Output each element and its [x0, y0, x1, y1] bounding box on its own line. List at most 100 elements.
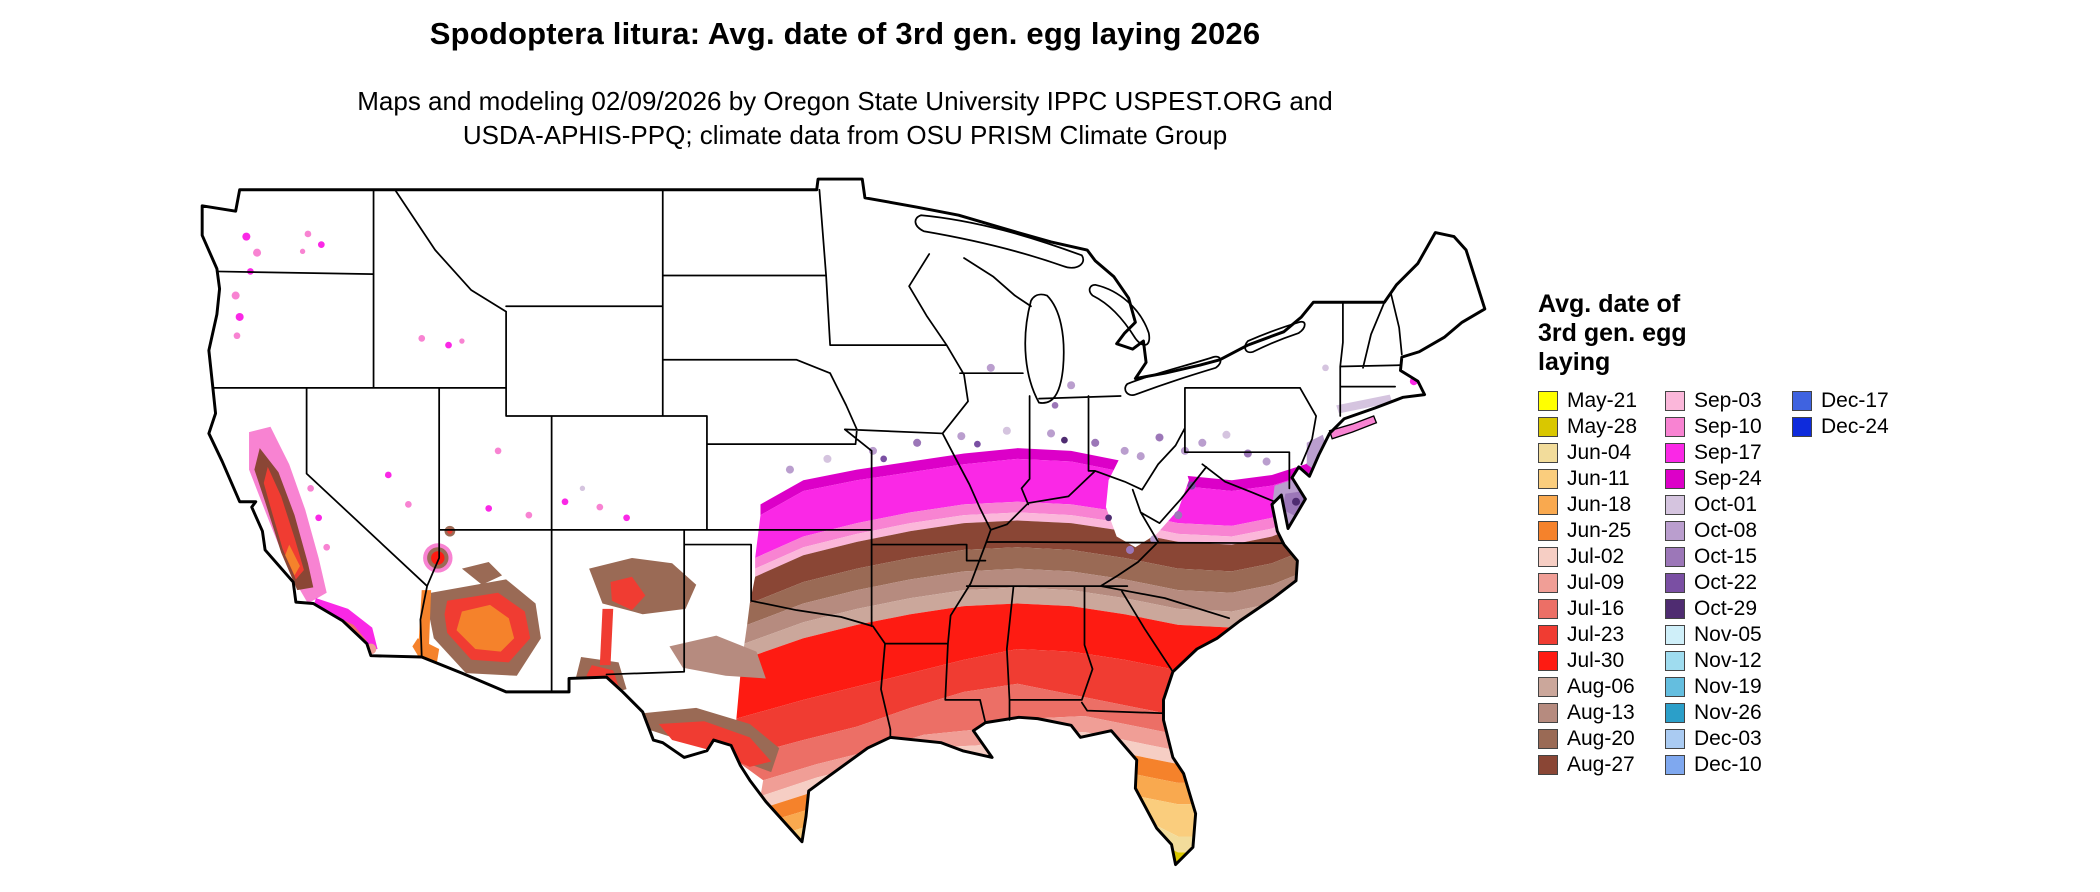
- legend-row-Nov-26: Nov-26: [1665, 700, 1792, 726]
- legend-label: Jul-16: [1567, 597, 1625, 620]
- legend-label: Sep-10: [1694, 415, 1762, 438]
- legend-swatch-Oct-22: [1665, 573, 1685, 593]
- legend-label: Dec-03: [1694, 727, 1762, 750]
- legend-swatch-May-21: [1538, 391, 1558, 411]
- legend-label: Aug-27: [1567, 753, 1635, 776]
- legend-row-May-21: May-21: [1538, 388, 1665, 414]
- legend-label: Dec-17: [1821, 389, 1889, 412]
- subtitle-line-2: USDA-APHIS-PPQ; climate data from OSU PR…: [462, 120, 1228, 150]
- legend-swatch-Aug-27: [1538, 755, 1558, 775]
- legend-row-Sep-24: Sep-24: [1665, 466, 1792, 492]
- legend-label: Aug-20: [1567, 727, 1635, 750]
- legend-swatch-Jul-02: [1538, 547, 1558, 567]
- legend-row-Oct-22: Oct-22: [1665, 570, 1792, 596]
- legend-row-Dec-10: Dec-10: [1665, 752, 1792, 778]
- legend-title: Avg. date of 3rd gen. egg laying: [1538, 290, 1958, 377]
- legend-row-Aug-13: Aug-13: [1538, 700, 1665, 726]
- legend-row-Jul-23: Jul-23: [1538, 622, 1665, 648]
- legend-swatch-Oct-08: [1665, 521, 1685, 541]
- legend-swatch-Sep-10: [1665, 417, 1685, 437]
- legend-swatch-Jun-11: [1538, 469, 1558, 489]
- legend-title-line-2: 3rd gen. egg: [1538, 319, 1687, 347]
- page-header: Spodoptera litura: Avg. date of 3rd gen.…: [0, 16, 1690, 52]
- state-borders: [212, 188, 1403, 739]
- lake-michigan: [1024, 293, 1065, 404]
- map-legend: Avg. date of 3rd gen. egg laying May-21 M…: [1538, 290, 1958, 776]
- legend-label: Dec-10: [1694, 753, 1762, 776]
- lake-superior: [914, 214, 1084, 269]
- legend-swatch-Jul-23: [1538, 625, 1558, 645]
- legend-row-Jun-11: Jun-11: [1538, 466, 1665, 492]
- legend-label: Nov-26: [1694, 701, 1762, 724]
- legend-swatch-Dec-10: [1665, 755, 1685, 775]
- legend-label: Oct-29: [1694, 597, 1758, 620]
- map-canvas: [200, 177, 1487, 867]
- legend-swatch-Jul-16: [1538, 599, 1558, 619]
- legend-swatch-Sep-03: [1665, 391, 1685, 411]
- legend-row-Jun-18: Jun-18: [1538, 492, 1665, 518]
- legend-row-Jul-09: Jul-09: [1538, 570, 1665, 596]
- legend-swatch-Jul-30: [1538, 651, 1558, 671]
- legend-row-Nov-19: Nov-19: [1665, 674, 1792, 700]
- legend-label: Jun-18: [1567, 493, 1632, 516]
- legend-row-Oct-01: Oct-01: [1665, 492, 1792, 518]
- legend-row-Oct-08: Oct-08: [1665, 518, 1792, 544]
- legend-label: May-21: [1567, 389, 1638, 412]
- page-subtitle: Maps and modeling 02/09/2026 by Oregon S…: [0, 84, 1690, 152]
- legend-row-Sep-03: Sep-03: [1665, 388, 1792, 414]
- legend-swatch-Nov-12: [1665, 651, 1685, 671]
- legend-label: Jul-30: [1567, 649, 1625, 672]
- legend-row-Nov-05: Nov-05: [1665, 622, 1792, 648]
- legend-swatch-Sep-17: [1665, 443, 1685, 463]
- legend-label: Dec-24: [1821, 415, 1889, 438]
- legend-row-Nov-12: Nov-12: [1665, 648, 1792, 674]
- us-outline: [200, 177, 1487, 867]
- subtitle-line-1: Maps and modeling 02/09/2026 by Oregon S…: [357, 86, 1333, 116]
- legend-swatch-Oct-01: [1665, 495, 1685, 515]
- lake-huron: [1088, 283, 1151, 346]
- legend-column-2: Sep-03 Sep-10 Sep-17 Sep-24 Oct-01 Oct-08 Oct-…: [1665, 388, 1792, 778]
- legend-swatch-Nov-19: [1665, 677, 1685, 697]
- legend-swatch-Aug-06: [1538, 677, 1558, 697]
- legend-swatch-Jun-18: [1538, 495, 1558, 515]
- legend-row-Aug-20: Aug-20: [1538, 726, 1665, 752]
- legend-label: Sep-03: [1694, 389, 1762, 412]
- legend-label: Jul-23: [1567, 623, 1625, 646]
- legend-row-Jul-16: Jul-16: [1538, 596, 1665, 622]
- legend-column-1: May-21 May-28 Jun-04 Jun-11 Jun-18 Jun-25 Jul-…: [1538, 388, 1665, 778]
- legend-label: Jul-09: [1567, 571, 1625, 594]
- legend-label: Jun-04: [1567, 441, 1632, 464]
- legend-label: Nov-05: [1694, 623, 1762, 646]
- legend-row-Oct-15: Oct-15: [1665, 544, 1792, 570]
- legend-swatch-Dec-24: [1792, 417, 1812, 437]
- legend-swatch-Dec-17: [1792, 391, 1812, 411]
- legend-swatch-Dec-03: [1665, 729, 1685, 749]
- legend-label: Jun-25: [1567, 519, 1632, 542]
- legend-label: Aug-06: [1567, 675, 1635, 698]
- legend-label: Jul-02: [1567, 545, 1625, 568]
- legend-row-Dec-24: Dec-24: [1792, 414, 1919, 440]
- long-island: [1328, 415, 1378, 440]
- legend-row-Oct-29: Oct-29: [1665, 596, 1792, 622]
- map-color-layer: [202, 179, 1485, 865]
- legend-swatch-May-28: [1538, 417, 1558, 437]
- legend-title-line-1: Avg. date of: [1538, 290, 1681, 318]
- legend-swatch-Sep-24: [1665, 469, 1685, 489]
- legend-label: Oct-08: [1694, 519, 1758, 542]
- legend-row-Jun-04: Jun-04: [1538, 440, 1665, 466]
- legend-row-Sep-10: Sep-10: [1665, 414, 1792, 440]
- legend-row-Dec-17: Dec-17: [1792, 388, 1919, 414]
- legend-label: Sep-17: [1694, 441, 1762, 464]
- legend-swatch-Oct-29: [1665, 599, 1685, 619]
- page-title: Spodoptera litura: Avg. date of 3rd gen.…: [429, 16, 1261, 51]
- legend-columns: May-21 May-28 Jun-04 Jun-11 Jun-18 Jun-25 Jul-…: [1538, 388, 1919, 778]
- legend-swatch-Nov-26: [1665, 703, 1685, 723]
- legend-label: Oct-01: [1694, 493, 1758, 516]
- legend-label: Aug-13: [1567, 701, 1635, 724]
- legend-label: Sep-24: [1694, 467, 1762, 490]
- legend-row-Jun-25: Jun-25: [1538, 518, 1665, 544]
- legend-row-Jul-30: Jul-30: [1538, 648, 1665, 674]
- legend-label: Oct-15: [1694, 545, 1758, 568]
- legend-label: Jun-11: [1567, 467, 1630, 490]
- legend-row-Jul-02: Jul-02: [1538, 544, 1665, 570]
